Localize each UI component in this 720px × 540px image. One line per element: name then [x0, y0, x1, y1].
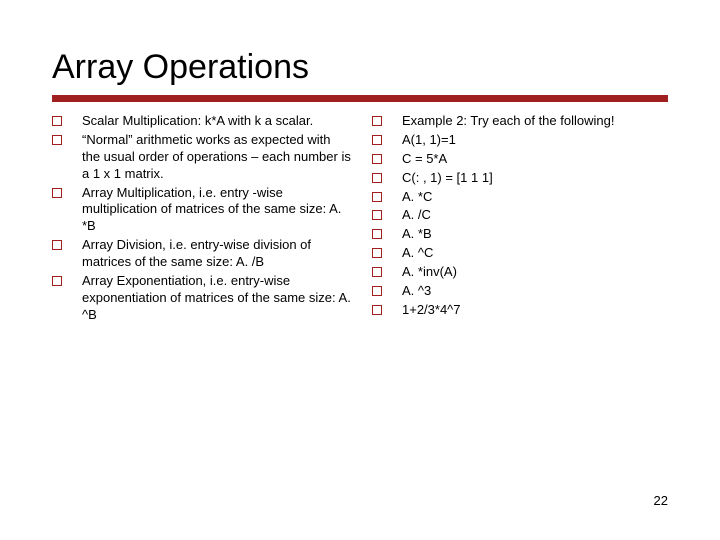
square-bullet-icon — [372, 210, 382, 220]
title-underline — [52, 95, 668, 99]
square-bullet-icon — [372, 267, 382, 277]
square-bullet-icon — [372, 305, 382, 315]
list-item-text: Array Exponentiation, i.e. entry-wise ex… — [82, 273, 352, 324]
list-item-text: 1+2/3*4^7 — [402, 302, 461, 319]
square-bullet-icon — [52, 135, 62, 145]
list-item: A. /C — [372, 207, 652, 224]
square-bullet-icon — [372, 135, 382, 145]
square-bullet-icon — [52, 240, 62, 250]
list-item-text: Example 2: Try each of the following! — [402, 113, 614, 130]
list-item-text: A. ^3 — [402, 283, 431, 300]
square-bullet-icon — [372, 116, 382, 126]
list-item: A. *inv(A) — [372, 264, 652, 281]
list-item: Example 2: Try each of the following! — [372, 113, 652, 130]
square-bullet-icon — [52, 116, 62, 126]
list-item: Array Multiplication, i.e. entry -wise m… — [52, 185, 352, 236]
square-bullet-icon — [52, 188, 62, 198]
list-item: Scalar Multiplication: k*A with k a scal… — [52, 113, 352, 130]
content-columns: Scalar Multiplication: k*A with k a scal… — [52, 113, 668, 326]
square-bullet-icon — [52, 276, 62, 286]
list-item: C = 5*A — [372, 151, 652, 168]
list-item: 1+2/3*4^7 — [372, 302, 652, 319]
list-item-text: C(: , 1) = [1 1 1] — [402, 170, 493, 187]
list-item-text: A. *B — [402, 226, 432, 243]
list-item-text: “Normal” arithmetic works as expected wi… — [82, 132, 352, 183]
list-item: Array Exponentiation, i.e. entry-wise ex… — [52, 273, 352, 324]
right-column: Example 2: Try each of the following! A(… — [372, 113, 652, 326]
list-item: A. *B — [372, 226, 652, 243]
list-item-text: C = 5*A — [402, 151, 447, 168]
square-bullet-icon — [372, 173, 382, 183]
page-number: 22 — [654, 493, 668, 508]
list-item-text: Array Multiplication, i.e. entry -wise m… — [82, 185, 352, 236]
list-item-text: Scalar Multiplication: k*A with k a scal… — [82, 113, 313, 130]
list-item: Array Division, i.e. entry-wise division… — [52, 237, 352, 271]
square-bullet-icon — [372, 229, 382, 239]
list-item-text: A. *C — [402, 189, 432, 206]
list-item-text: A. /C — [402, 207, 431, 224]
list-item: A. *C — [372, 189, 652, 206]
square-bullet-icon — [372, 154, 382, 164]
list-item: “Normal” arithmetic works as expected wi… — [52, 132, 352, 183]
list-item: A(1, 1)=1 — [372, 132, 652, 149]
left-column: Scalar Multiplication: k*A with k a scal… — [52, 113, 352, 326]
list-item-text: A. ^C — [402, 245, 433, 262]
list-item: A. ^3 — [372, 283, 652, 300]
square-bullet-icon — [372, 286, 382, 296]
list-item: C(: , 1) = [1 1 1] — [372, 170, 652, 187]
list-item-text: A. *inv(A) — [402, 264, 457, 281]
list-item-text: Array Division, i.e. entry-wise division… — [82, 237, 352, 271]
list-item-text: A(1, 1)=1 — [402, 132, 456, 149]
square-bullet-icon — [372, 248, 382, 258]
square-bullet-icon — [372, 192, 382, 202]
slide-title: Array Operations — [52, 48, 668, 87]
list-item: A. ^C — [372, 245, 652, 262]
